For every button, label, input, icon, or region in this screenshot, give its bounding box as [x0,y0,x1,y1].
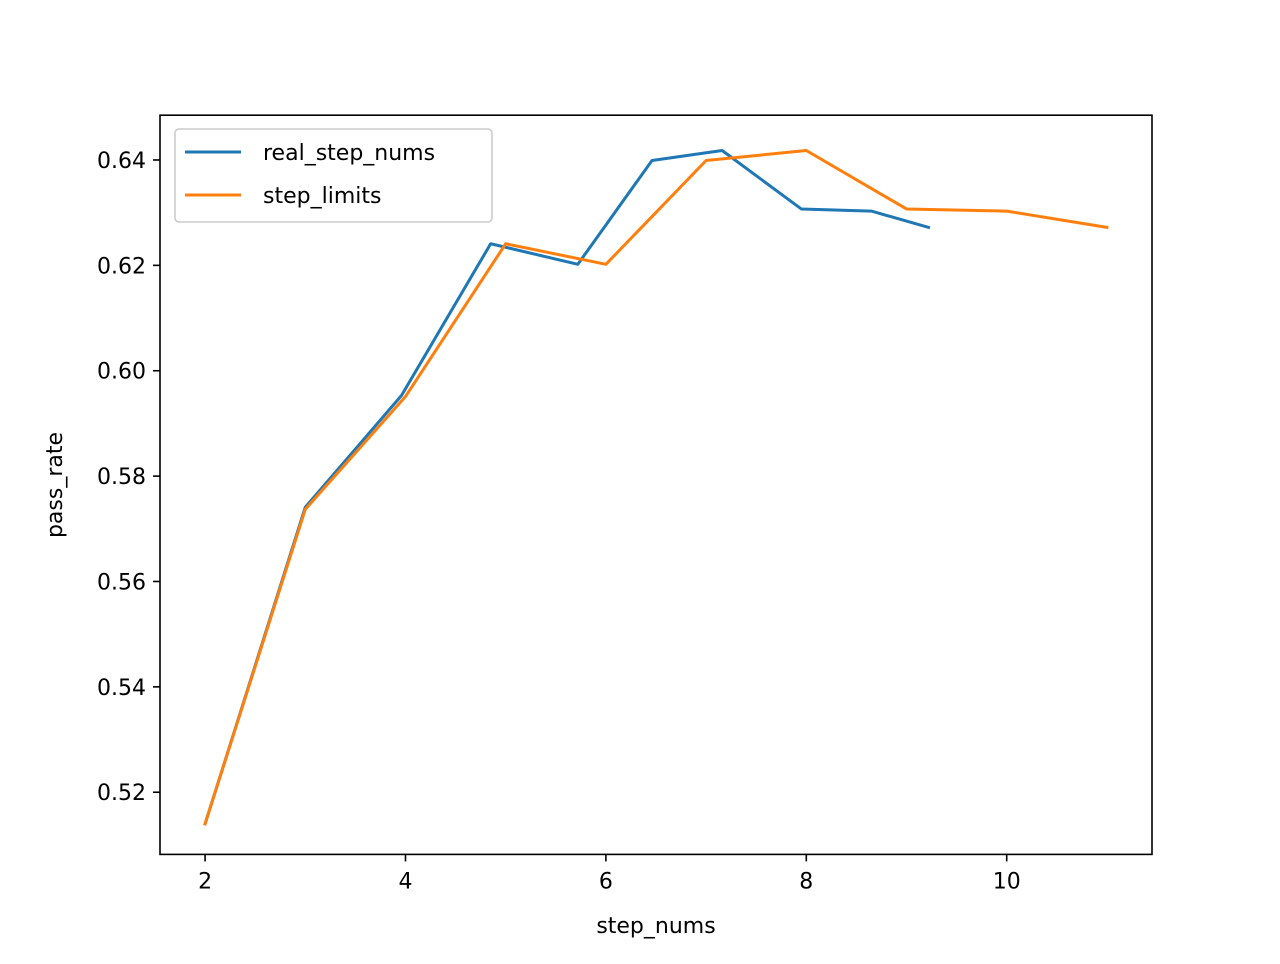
plot-area [160,115,1152,854]
x-tick-label: 10 [993,869,1021,894]
y-tick-label: 0.56 [97,570,146,595]
legend: real_step_nums step_limits [175,129,492,222]
legend-label-real-step-nums: real_step_nums [263,141,435,166]
legend-label-step-limits: step_limits [263,184,381,209]
y-tick-label: 0.54 [97,676,146,701]
y-tick-label: 0.58 [97,465,146,490]
y-tick-label: 0.52 [97,781,146,806]
x-tick-label: 4 [398,869,412,894]
x-tick-label: 2 [198,869,212,894]
x-axis-label: step_nums [596,914,715,939]
y-tick-label: 0.64 [97,149,146,174]
y-axis-label: pass_rate [43,432,68,538]
y-tick-label: 0.62 [97,254,146,279]
x-tick-label: 8 [799,869,813,894]
x-tick-label: 6 [599,869,613,894]
y-tick-label: 0.60 [97,360,146,385]
